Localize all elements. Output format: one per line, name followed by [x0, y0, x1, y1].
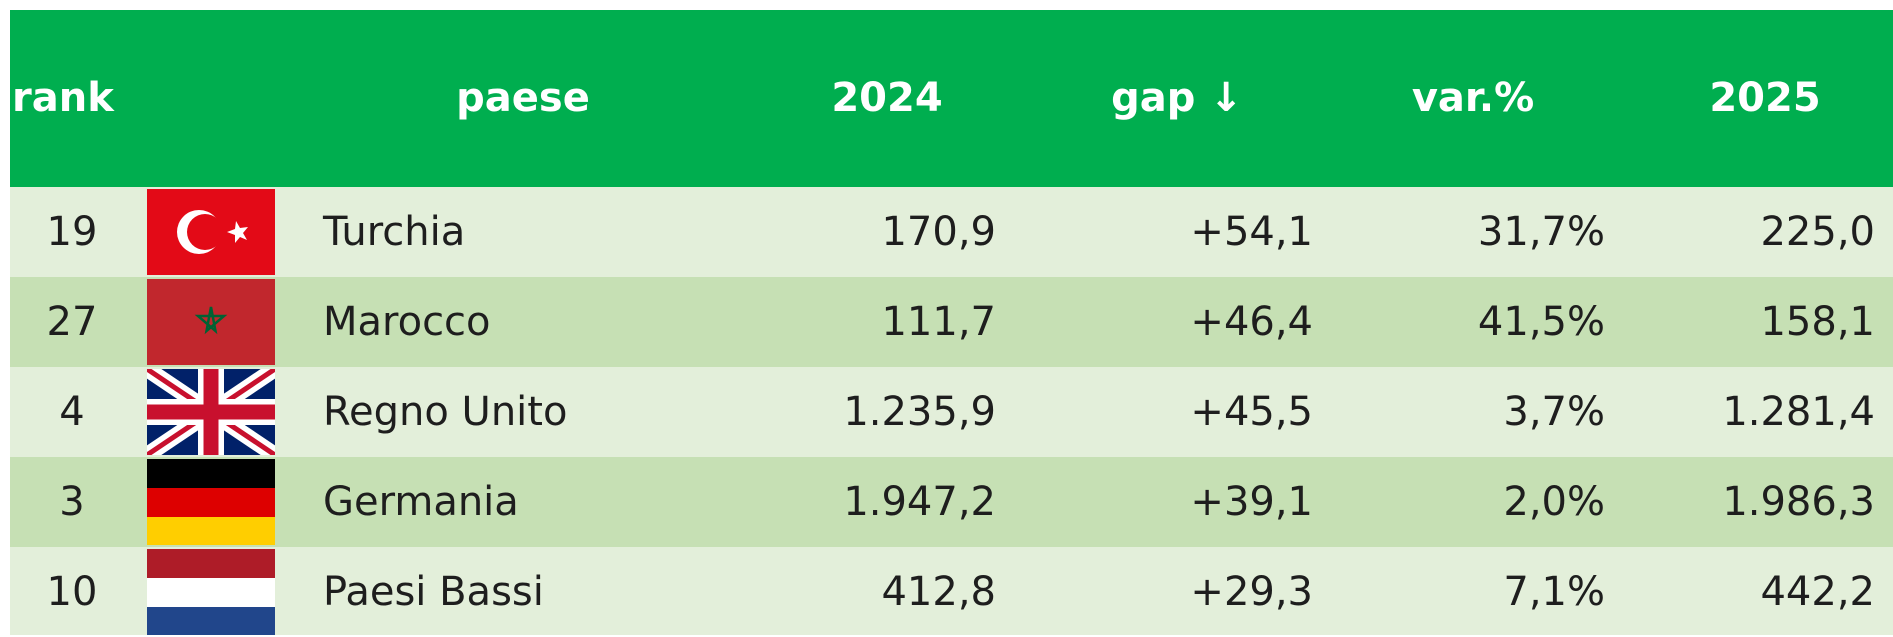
table-cell: +54,1: [1190, 209, 1313, 255]
table-row: 10 Paesi Bassi 412,8 +29,3 7,1% 442,2: [10, 547, 1893, 635]
table-cell: 4: [59, 389, 85, 435]
table-cell: 7,1%: [1503, 569, 1605, 615]
table-cell: +46,4: [1190, 299, 1313, 345]
table-cell: +39,1: [1190, 479, 1313, 525]
table-cell: Germania: [323, 479, 519, 525]
table-header: rank paese 2024 gap ↓ var.% 2025: [10, 10, 1893, 187]
table-cell: 27: [46, 299, 98, 345]
flag: [147, 369, 275, 455]
table-row: 3 Germania 1.947,2 +39,1 2,0% 1.986,3: [10, 457, 1893, 547]
table-cell: +45,5: [1190, 389, 1313, 435]
table-row: 19 Turchia 170,9 +54,1 31,7% 225,0: [10, 187, 1893, 277]
table-cell: 31,7%: [1477, 209, 1605, 255]
table-cell: 1.281,4: [1722, 389, 1875, 435]
table-cell: 2,0%: [1503, 479, 1605, 525]
table-cell: 111,7: [881, 299, 996, 345]
column-header: 2024: [831, 75, 943, 121]
table-cell: 412,8: [881, 569, 996, 615]
flag: [147, 549, 275, 635]
flag: [147, 189, 275, 275]
table-cell: 170,9: [881, 209, 996, 255]
column-header: gap ↓: [1111, 75, 1243, 121]
table-cell: 3: [59, 479, 85, 525]
table-cell: 3,7%: [1503, 389, 1605, 435]
table-cell: 1.947,2: [843, 479, 996, 525]
column-header: 2025: [1709, 75, 1821, 121]
table-cell: 442,2: [1760, 569, 1875, 615]
table-cell: Paesi Bassi: [323, 569, 544, 615]
table-cell: 10: [46, 569, 98, 615]
column-header: var.%: [1411, 75, 1535, 121]
table-cell: Marocco: [323, 299, 491, 345]
table-cell: 1.235,9: [843, 389, 996, 435]
column-header: paese: [456, 75, 590, 121]
table-cell: +29,3: [1190, 569, 1313, 615]
column-header: rank: [12, 75, 114, 121]
table-row: 27 Marocco 111,7 +46,4 41,5% 158,1: [10, 277, 1893, 367]
table-cell: Turchia: [323, 209, 466, 255]
table-row: 4 Regno Unito 1.235,9 +45,5 3,7% 1.281,4: [10, 367, 1893, 457]
flag: [147, 279, 275, 365]
table-cell: 158,1: [1760, 299, 1875, 345]
table-cell: 41,5%: [1477, 299, 1605, 345]
table-cell: 19: [46, 209, 98, 255]
table-cell: 225,0: [1760, 209, 1875, 255]
table-cell: Regno Unito: [323, 389, 568, 435]
flag: [147, 459, 275, 545]
table-cell: 1.986,3: [1722, 479, 1875, 525]
